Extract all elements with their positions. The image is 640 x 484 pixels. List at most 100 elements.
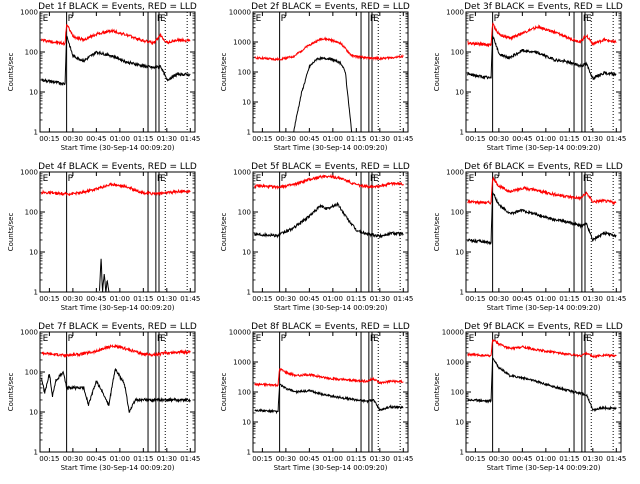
x-tick-label: 00:30 [63, 455, 83, 463]
x-tick-label: 01:30 [583, 455, 603, 463]
y-tick-label: 1000 [233, 169, 251, 177]
x-tick-label: 00:30 [489, 455, 509, 463]
x-tick-label: 01:00 [110, 295, 130, 303]
event-marker-label: P [68, 174, 74, 184]
chart-title: Det 5f BLACK = Events, RED = LLD [251, 162, 410, 172]
x-tick-label: 00:45 [512, 135, 532, 143]
x-tick-label: 01:00 [323, 135, 343, 143]
x-tick-label: 01:00 [536, 455, 556, 463]
event-marker-label: E [43, 334, 49, 344]
y-tick-label: 1 [460, 129, 464, 137]
x-tick-label: 01:45 [180, 135, 200, 143]
x-tick-label: 01:15 [133, 295, 153, 303]
x-tick-label: 01:15 [133, 455, 153, 463]
x-tick-label: 00:45 [299, 455, 319, 463]
y-axis-label: Counts/sec [433, 373, 441, 412]
x-tick-label: 00:30 [63, 295, 83, 303]
x-tick-label: 00:45 [86, 455, 106, 463]
event-rate-series [41, 35, 191, 87]
x-tick-label: 01:00 [323, 455, 343, 463]
y-tick-label: 1000 [233, 39, 251, 47]
y-tick-label: 10 [29, 89, 38, 97]
event-marker-label: E [43, 174, 49, 184]
event-rate-series [41, 367, 191, 413]
chart-title: Det 1f BLACK = Events, RED = LLD [38, 2, 197, 12]
x-tick-label: 00:45 [86, 295, 106, 303]
event-marker-label: F [157, 174, 162, 184]
event-marker-label: P [281, 174, 287, 184]
plot-frame [39, 331, 196, 453]
event-marker-label: E [160, 14, 166, 24]
y-tick-label: 1 [247, 289, 251, 297]
y-tick-label: 100 [25, 209, 38, 217]
y-tick-label: 1000 [233, 359, 251, 367]
x-tick-label: 00:15 [465, 135, 485, 143]
x-tick-label: 00:45 [299, 295, 319, 303]
event-marker-label: F [583, 174, 588, 184]
x-tick-label: 01:15 [559, 135, 579, 143]
x-tick-label: 01:00 [110, 455, 130, 463]
y-tick-label: 1000 [446, 169, 464, 177]
x-axis-label: Start Time (30-Sep-14 00:09:20) [487, 304, 601, 312]
event-marker-label: E [160, 174, 166, 184]
x-tick-label: 01:30 [583, 295, 603, 303]
x-tick-label: 00:30 [489, 295, 509, 303]
y-tick-label: 1 [34, 449, 38, 457]
x-axis-label: Start Time (30-Sep-14 00:09:20) [61, 304, 175, 312]
event-marker-label: F [583, 14, 588, 24]
x-tick-label: 00:45 [512, 295, 532, 303]
chart-title: Det 2f BLACK = Events, RED = LLD [251, 2, 410, 12]
event-marker-label: E [160, 334, 166, 344]
y-tick-label: 1000 [20, 169, 38, 177]
event-marker-label: E [373, 174, 379, 184]
x-tick-label: 01:15 [559, 455, 579, 463]
detector-panel-2: Det 2f BLACK = Events, RED = LLD Counts/s… [220, 2, 413, 152]
y-tick-label: 10 [455, 89, 464, 97]
x-tick-label: 00:30 [489, 135, 509, 143]
x-tick-label: 01:45 [393, 455, 413, 463]
event-marker-label: E [373, 14, 379, 24]
x-axis-label: Start Time (30-Sep-14 00:09:20) [274, 464, 388, 472]
x-tick-label: 01:45 [180, 455, 200, 463]
event-marker-label: E [43, 14, 49, 24]
lld-rate-series [41, 182, 191, 197]
x-tick-label: 00:15 [465, 455, 485, 463]
x-tick-label: 01:45 [393, 135, 413, 143]
x-tick-label: 01:00 [110, 135, 130, 143]
x-tick-label: 01:45 [606, 135, 626, 143]
x-tick-label: 00:15 [252, 455, 272, 463]
chart-title: Det 4f BLACK = Events, RED = LLD [38, 162, 197, 172]
x-tick-label: 01:00 [536, 295, 556, 303]
y-tick-label: 100 [451, 389, 464, 397]
detector-panel-5: Det 5f BLACK = Events, RED = LLD Counts/s… [220, 162, 413, 312]
event-marker-label: P [68, 334, 74, 344]
x-tick-label: 01:15 [346, 295, 366, 303]
detector-panel-4: Det 4f BLACK = Events, RED = LLD Counts/s… [7, 162, 200, 312]
event-marker-label: F [370, 14, 375, 24]
x-tick-label: 00:15 [252, 295, 272, 303]
event-marker-label: P [494, 174, 500, 184]
x-tick-label: 01:45 [606, 455, 626, 463]
lld-rate-series [467, 339, 617, 359]
x-axis-label: Start Time (30-Sep-14 00:09:20) [61, 464, 175, 472]
chart-title: Det 9f BLACK = Events, RED = LLD [464, 322, 623, 332]
x-tick-label: 00:15 [465, 295, 485, 303]
event-rate-series [467, 191, 617, 246]
x-tick-label: 01:00 [323, 295, 343, 303]
lld-rate-series [254, 36, 404, 62]
event-rate-series [99, 258, 110, 292]
plot-frame [252, 171, 409, 293]
x-tick-label: 00:30 [276, 455, 296, 463]
y-axis-label: Counts/sec [220, 53, 228, 92]
x-tick-label: 01:15 [346, 455, 366, 463]
event-marker-label: F [157, 334, 162, 344]
x-tick-label: 00:15 [39, 295, 59, 303]
plot-frame [252, 331, 409, 453]
event-marker-label: P [281, 334, 287, 344]
y-tick-label: 100 [451, 209, 464, 217]
lld-rate-series [467, 176, 617, 206]
x-tick-label: 01:15 [346, 135, 366, 143]
y-tick-label: 100 [451, 49, 464, 57]
